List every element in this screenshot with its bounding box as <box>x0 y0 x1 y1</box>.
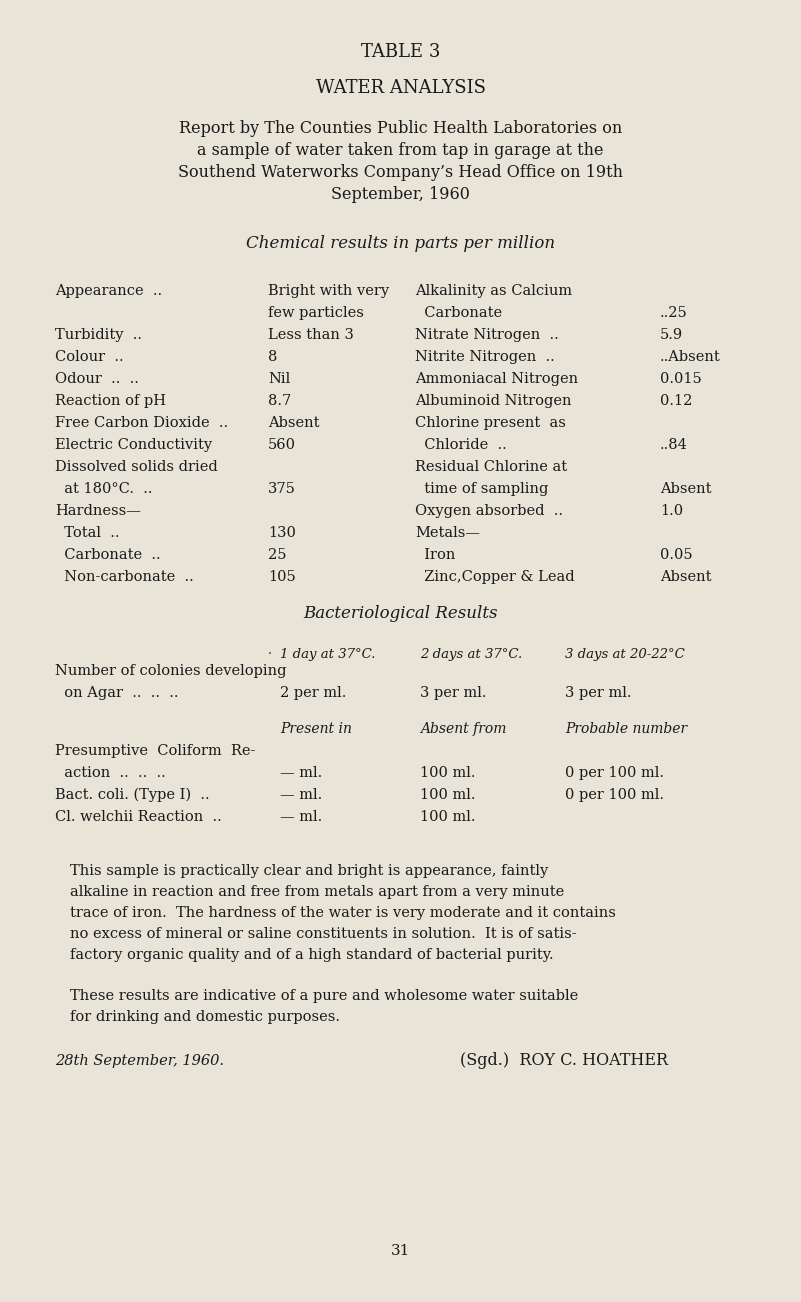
Text: 375: 375 <box>268 482 296 496</box>
Text: Colour  ..: Colour .. <box>55 350 123 365</box>
Text: 100 ml.: 100 ml. <box>420 788 476 802</box>
Text: 3 days at 20-22°C: 3 days at 20-22°C <box>565 648 685 661</box>
Text: Report by The Counties Public Health Laboratories on: Report by The Counties Public Health Lab… <box>179 120 622 137</box>
Text: Zinc,Copper & Lead: Zinc,Copper & Lead <box>415 570 574 585</box>
Text: 0.05: 0.05 <box>660 548 693 562</box>
Text: — ml.: — ml. <box>280 788 322 802</box>
Text: Nitrite Nitrogen  ..: Nitrite Nitrogen .. <box>415 350 555 365</box>
Text: Metals—: Metals— <box>415 526 480 540</box>
Text: Nitrate Nitrogen  ..: Nitrate Nitrogen .. <box>415 328 559 342</box>
Text: Bact. coli. (Type I)  ..: Bact. coli. (Type I) .. <box>55 788 210 802</box>
Text: 2 days at 37°C.: 2 days at 37°C. <box>420 648 522 661</box>
Text: 5.9: 5.9 <box>660 328 683 342</box>
Text: factory organic quality and of a high standard of bacterial purity.: factory organic quality and of a high st… <box>70 948 553 962</box>
Text: 130: 130 <box>268 526 296 540</box>
Text: Reaction of pH: Reaction of pH <box>55 395 166 408</box>
Text: trace of iron.  The hardness of the water is very moderate and it contains: trace of iron. The hardness of the water… <box>70 906 616 921</box>
Text: on Agar  ..  ..  ..: on Agar .. .. .. <box>55 686 179 700</box>
Text: Dissolved solids dried: Dissolved solids dried <box>55 460 218 474</box>
Text: Southend Waterworks Company’s Head Office on 19th: Southend Waterworks Company’s Head Offic… <box>178 164 623 181</box>
Text: 3 per ml.: 3 per ml. <box>420 686 486 700</box>
Text: 0.12: 0.12 <box>660 395 692 408</box>
Text: This sample is practically clear and bright is appearance, faintly: This sample is practically clear and bri… <box>70 865 548 878</box>
Text: ..84: ..84 <box>660 437 688 452</box>
Text: Absent: Absent <box>660 482 711 496</box>
Text: a sample of water taken from tap in garage at the: a sample of water taken from tap in gara… <box>197 142 604 159</box>
Text: Residual Chlorine at: Residual Chlorine at <box>415 460 567 474</box>
Text: Less than 3: Less than 3 <box>268 328 354 342</box>
Text: Electric Conductivity: Electric Conductivity <box>55 437 212 452</box>
Text: time of sampling: time of sampling <box>415 482 549 496</box>
Text: Alkalinity as Calcium: Alkalinity as Calcium <box>415 284 572 298</box>
Text: Carbonate: Carbonate <box>415 306 502 320</box>
Text: Absent: Absent <box>268 417 320 430</box>
Text: Carbonate  ..: Carbonate .. <box>55 548 161 562</box>
Text: Present in: Present in <box>280 723 352 736</box>
Text: 3 per ml.: 3 per ml. <box>565 686 631 700</box>
Text: WATER ANALYSIS: WATER ANALYSIS <box>316 79 485 98</box>
Text: 560: 560 <box>268 437 296 452</box>
Text: — ml.: — ml. <box>280 766 322 780</box>
Text: 100 ml.: 100 ml. <box>420 810 476 824</box>
Text: ..Absent: ..Absent <box>660 350 721 365</box>
Text: Non-carbonate  ..: Non-carbonate .. <box>55 570 194 585</box>
Text: Nil: Nil <box>268 372 290 385</box>
Text: no excess of mineral or saline constituents in solution.  It is of satis-: no excess of mineral or saline constitue… <box>70 927 577 941</box>
Text: at 180°C.  ..: at 180°C. .. <box>55 482 152 496</box>
Text: 2 per ml.: 2 per ml. <box>280 686 346 700</box>
Text: Iron: Iron <box>415 548 456 562</box>
Text: ·: · <box>268 648 272 661</box>
Text: Turbidity  ..: Turbidity .. <box>55 328 142 342</box>
Text: Chloride  ..: Chloride .. <box>415 437 507 452</box>
Text: TABLE 3: TABLE 3 <box>360 43 441 61</box>
Text: few particles: few particles <box>268 306 364 320</box>
Text: 8.7: 8.7 <box>268 395 292 408</box>
Text: 25: 25 <box>268 548 287 562</box>
Text: 1.0: 1.0 <box>660 504 683 518</box>
Text: 31: 31 <box>391 1243 410 1258</box>
Text: Bright with very: Bright with very <box>268 284 389 298</box>
Text: 8: 8 <box>268 350 277 365</box>
Text: alkaline in reaction and free from metals apart from a very minute: alkaline in reaction and free from metal… <box>70 885 564 898</box>
Text: 0.015: 0.015 <box>660 372 702 385</box>
Text: Ammoniacal Nitrogen: Ammoniacal Nitrogen <box>415 372 578 385</box>
Text: These results are indicative of a pure and wholesome water suitable: These results are indicative of a pure a… <box>70 990 578 1003</box>
Text: Free Carbon Dioxide  ..: Free Carbon Dioxide .. <box>55 417 228 430</box>
Text: Presumptive  Coliform  Re-: Presumptive Coliform Re- <box>55 743 256 758</box>
Text: Chlorine present  as: Chlorine present as <box>415 417 566 430</box>
Text: 0 per 100 ml.: 0 per 100 ml. <box>565 788 664 802</box>
Text: Absent: Absent <box>660 570 711 585</box>
Text: 28th September, 1960.: 28th September, 1960. <box>55 1055 224 1068</box>
Text: 105: 105 <box>268 570 296 585</box>
Text: action  ..  ..  ..: action .. .. .. <box>55 766 166 780</box>
Text: Cl. welchii Reaction  ..: Cl. welchii Reaction .. <box>55 810 222 824</box>
Text: Oxygen absorbed  ..: Oxygen absorbed .. <box>415 504 563 518</box>
Text: ..25: ..25 <box>660 306 688 320</box>
Text: Hardness—: Hardness— <box>55 504 141 518</box>
Text: September, 1960: September, 1960 <box>331 186 470 203</box>
Text: Appearance  ..: Appearance .. <box>55 284 162 298</box>
Text: 0 per 100 ml.: 0 per 100 ml. <box>565 766 664 780</box>
Text: for drinking and domestic purposes.: for drinking and domestic purposes. <box>70 1010 340 1023</box>
Text: — ml.: — ml. <box>280 810 322 824</box>
Text: Albuminoid Nitrogen: Albuminoid Nitrogen <box>415 395 571 408</box>
Text: Number of colonies developing: Number of colonies developing <box>55 664 287 678</box>
Text: Absent from: Absent from <box>420 723 506 736</box>
Text: Odour  ..  ..: Odour .. .. <box>55 372 139 385</box>
Text: Probable number: Probable number <box>565 723 687 736</box>
Text: Total  ..: Total .. <box>55 526 119 540</box>
Text: 100 ml.: 100 ml. <box>420 766 476 780</box>
Text: 1 day at 37°C.: 1 day at 37°C. <box>280 648 376 661</box>
Text: (Sgd.)  ROY C. HOATHER: (Sgd.) ROY C. HOATHER <box>460 1052 668 1069</box>
Text: Chemical results in parts per million: Chemical results in parts per million <box>246 234 555 253</box>
Text: Bacteriological Results: Bacteriological Results <box>304 605 497 622</box>
